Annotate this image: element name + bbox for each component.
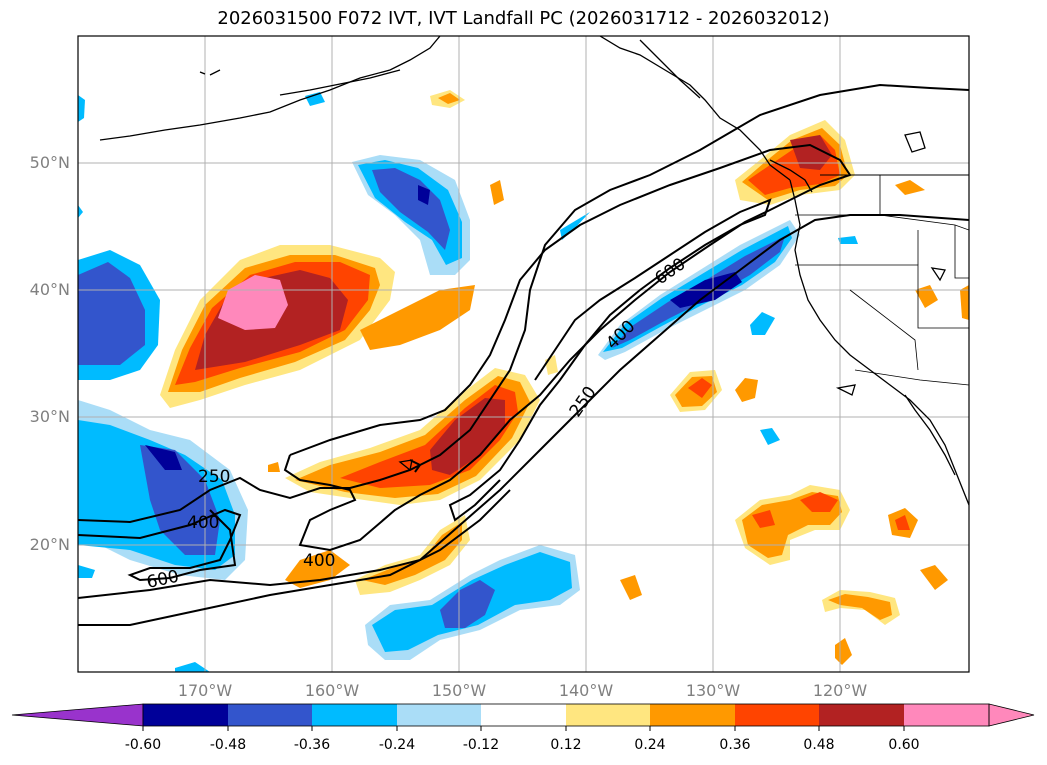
negative-anomaly-south-central <box>365 545 580 660</box>
contour-label: 400 <box>303 551 335 571</box>
colorbar-label: -0.12 <box>462 737 500 753</box>
colorbar-bin <box>228 704 312 726</box>
lat-label: 40°N <box>29 280 70 299</box>
lat-label: 50°N <box>29 153 70 172</box>
coastlines <box>99 36 969 506</box>
colorbar-bin <box>904 704 989 726</box>
colorbar-bin <box>397 704 481 726</box>
contour-label: 250 <box>566 383 601 421</box>
colorbar-label: -0.60 <box>124 737 162 753</box>
colorbar <box>11 703 1035 731</box>
colorbar-label: 0.12 <box>550 737 582 753</box>
positive-anomaly-spots <box>268 90 969 665</box>
colorbar-bin <box>481 704 566 726</box>
colorbar-label: -0.36 <box>293 737 331 753</box>
map-frame <box>77 35 970 673</box>
colorbar-label: 0.48 <box>803 737 835 753</box>
contour-label: 400 <box>187 513 219 533</box>
colorbar-extend-min <box>11 703 144 727</box>
negative-anomaly-north-central <box>352 155 470 275</box>
map-title: 2026031500 F072 IVT, IVT Landfall PC (20… <box>217 8 830 29</box>
lon-label: 150°W <box>431 681 487 700</box>
colorbar-bin <box>312 704 397 726</box>
colorbar-label: -0.48 <box>209 737 247 753</box>
positive-anomaly-central <box>285 368 540 595</box>
contour-label: 600 <box>145 567 181 593</box>
colorbar-bin <box>143 704 228 726</box>
lon-label: 140°W <box>558 681 614 700</box>
lat-label: 20°N <box>29 535 70 554</box>
colorbar-label: 0.36 <box>719 737 751 753</box>
colorbar-bin <box>819 704 904 726</box>
colorbar-bin <box>735 704 819 726</box>
colorbar-bin <box>566 704 650 726</box>
colorbar-extend-max <box>988 703 1035 727</box>
contour-label: 250 <box>198 467 230 487</box>
lon-label: 170°W <box>177 681 233 700</box>
lon-label: 160°W <box>304 681 360 700</box>
positive-anomaly-nw-pacific <box>160 245 475 408</box>
colorbar-ticks <box>142 726 905 731</box>
lon-label: 120°W <box>812 681 868 700</box>
lon-label: 130°W <box>685 681 741 700</box>
colorbar-label: 0.60 <box>888 737 920 753</box>
colorbar-bin <box>650 704 735 726</box>
map-plot-area <box>78 36 969 672</box>
ivt-contours <box>78 83 969 626</box>
colorbar-label: 0.24 <box>634 737 666 753</box>
colorbar-label: -0.24 <box>378 737 416 753</box>
lat-label: 30°N <box>29 407 70 426</box>
